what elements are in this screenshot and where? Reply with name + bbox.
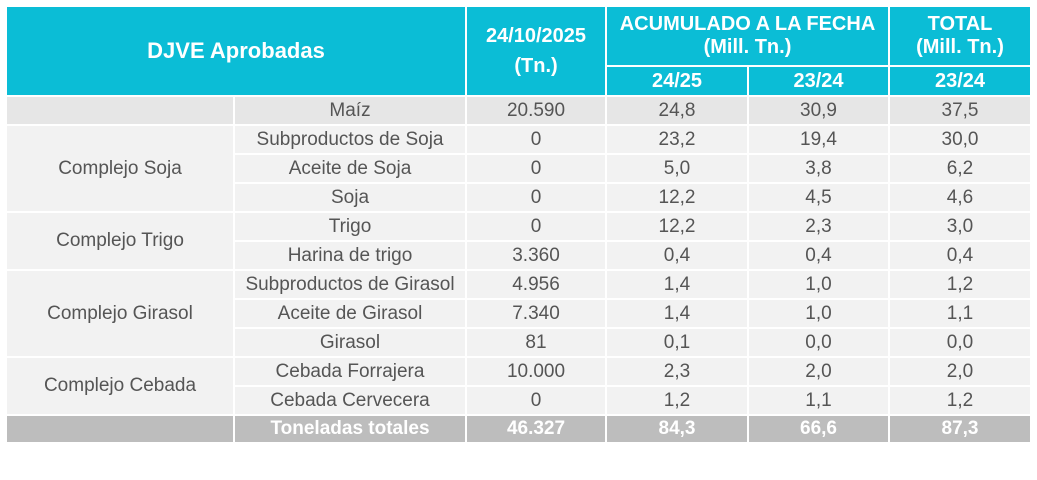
value: 19,4 bbox=[747, 124, 890, 155]
value: 1,0 bbox=[747, 269, 890, 300]
subheader: 23/24 bbox=[747, 65, 890, 97]
value: 23,2 bbox=[605, 124, 749, 155]
row: Girasol 81 0,1 0,0 0,0 bbox=[6, 327, 1032, 358]
row: Harina de trigo 3.360 0,4 0,4 0,4 bbox=[6, 240, 1032, 271]
subheader: 23/24 bbox=[888, 65, 1032, 97]
header-title: DJVE Aprobadas bbox=[5, 5, 467, 97]
row: Soja 0 12,2 4,5 4,6 bbox=[6, 182, 1032, 213]
value: 20.590 bbox=[465, 95, 607, 126]
accumulated: ACUMULADO A LA FECHA bbox=[619, 13, 876, 35]
date: 24/10/2025 bbox=[485, 25, 587, 47]
value: 12,2 bbox=[605, 211, 749, 242]
footer-row: Toneladas totales 46.327 84,3 66,6 87,3 bbox=[5, 414, 1032, 444]
value: 5,0 bbox=[605, 153, 749, 184]
header-accumulated: ACUMULADO A LA FECHA (Mill. Tn.) bbox=[605, 5, 890, 67]
product: Soja bbox=[233, 182, 467, 213]
value: 3.360 bbox=[465, 240, 607, 271]
value: 0 bbox=[465, 153, 607, 184]
value: 2,0 bbox=[747, 356, 890, 387]
value: 37,5 bbox=[888, 95, 1032, 126]
row: Cebada Cervecera 0 1,2 1,1 1,2 bbox=[6, 385, 1032, 416]
row: Complejo Trigo Trigo 0 12,2 2,3 3,0 bbox=[5, 211, 1032, 271]
value: 3,0 bbox=[888, 211, 1032, 242]
product: Harina de trigo bbox=[233, 240, 467, 271]
group-label: Complejo Cebada bbox=[5, 356, 235, 416]
product: Subproductos de Girasol bbox=[233, 269, 467, 300]
value: 4,5 bbox=[747, 182, 890, 213]
value: 0,1 bbox=[605, 327, 749, 358]
header-total: TOTAL (Mill. Tn.) bbox=[888, 5, 1032, 67]
product: Trigo bbox=[233, 211, 467, 242]
footer-value: 46.327 bbox=[465, 414, 607, 444]
value: 1,2 bbox=[605, 385, 749, 416]
row: Complejo Girasol Subproductos de Girasol 4… bbox=[5, 269, 1032, 358]
subheader: 24/25 bbox=[605, 65, 749, 97]
row: Aceite de Girasol 7.340 1,4 1,0 1,1 bbox=[6, 298, 1032, 329]
value: 1,4 bbox=[605, 269, 749, 300]
value: 2,3 bbox=[747, 211, 890, 242]
group-label bbox=[5, 95, 235, 126]
value: 2,0 bbox=[888, 356, 1032, 387]
total-unit: (Mill. Tn.) bbox=[916, 36, 1004, 58]
footer-value: 87,3 bbox=[888, 414, 1032, 444]
group-label: Complejo Soja bbox=[5, 124, 235, 213]
group-label: Complejo Girasol bbox=[5, 269, 235, 358]
value: 1,1 bbox=[888, 298, 1032, 329]
footer-value: 66,6 bbox=[747, 414, 890, 444]
value: 0 bbox=[465, 182, 607, 213]
value: 3,8 bbox=[747, 153, 890, 184]
value: 1,4 bbox=[605, 298, 749, 329]
footer-value: 84,3 bbox=[605, 414, 749, 444]
value: 0,4 bbox=[605, 240, 749, 271]
value: 0,4 bbox=[747, 240, 890, 271]
total: TOTAL bbox=[927, 13, 993, 35]
value: 1,2 bbox=[888, 385, 1032, 416]
product: Girasol bbox=[233, 327, 467, 358]
value: 6,2 bbox=[888, 153, 1032, 184]
value: 0,0 bbox=[888, 327, 1032, 358]
header-date: 24/10/2025 (Tn.) bbox=[465, 5, 607, 97]
footer-label: Toneladas totales bbox=[233, 414, 467, 444]
value: 2,3 bbox=[605, 356, 749, 387]
product: Cebada Forrajera bbox=[233, 356, 467, 387]
row: Maíz 20.590 24,8 30,9 37,5 bbox=[5, 95, 1032, 126]
row: Complejo Soja Subproductos de Soja 0 23,2 19… bbox=[5, 124, 1032, 213]
value: 1,1 bbox=[747, 385, 890, 416]
product: Aceite de Girasol bbox=[233, 298, 467, 329]
value: 30,0 bbox=[888, 124, 1032, 155]
product: Subproductos de Soja bbox=[233, 124, 467, 155]
value: 0,4 bbox=[888, 240, 1032, 271]
djve-table: DJVE Aprobadas 24/10/2025 (Tn.) ACUMULAD… bbox=[5, 5, 1032, 444]
product: Maíz bbox=[233, 95, 467, 126]
date-unit: (Tn.) bbox=[514, 55, 558, 77]
value: 0 bbox=[465, 385, 607, 416]
accumulated-unit: (Mill. Tn.) bbox=[703, 36, 792, 58]
value: 4,6 bbox=[888, 182, 1032, 213]
value: 0 bbox=[465, 211, 607, 242]
row: Complejo Cebada Cebada Forrajera 10.000 2,3… bbox=[5, 356, 1032, 416]
value: 1,0 bbox=[747, 298, 890, 329]
value: 12,2 bbox=[605, 182, 749, 213]
value: 0,0 bbox=[747, 327, 890, 358]
value: 7.340 bbox=[465, 298, 607, 329]
value: 81 bbox=[465, 327, 607, 358]
group-label: Complejo Trigo bbox=[5, 211, 235, 271]
value: 24,8 bbox=[605, 95, 749, 126]
value: 0 bbox=[465, 124, 607, 155]
product: Cebada Cervecera bbox=[233, 385, 467, 416]
value: 30,9 bbox=[747, 95, 890, 126]
value: 1,2 bbox=[888, 269, 1032, 300]
value: 4.956 bbox=[465, 269, 607, 300]
product: Aceite de Soja bbox=[233, 153, 467, 184]
footer-blank bbox=[5, 414, 235, 444]
row: Aceite de Soja 0 5,0 3,8 6,2 bbox=[6, 153, 1032, 184]
value: 10.000 bbox=[465, 356, 607, 387]
